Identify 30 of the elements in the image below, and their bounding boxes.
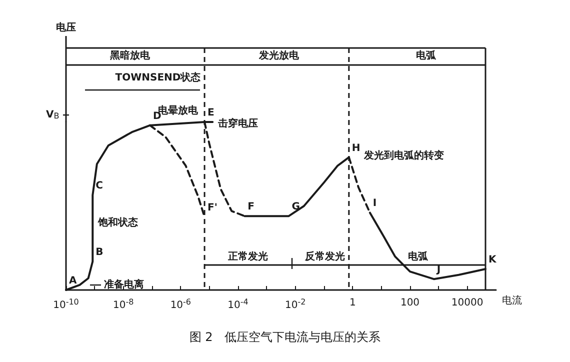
- annotation: E: [208, 108, 215, 118]
- x-axis-title: 电流: [502, 294, 522, 306]
- x-tick-label: 1: [349, 298, 356, 308]
- text: 电压: [56, 22, 76, 34]
- annotation: 反常发光: [304, 250, 345, 262]
- annotation: 击穿电压: [217, 118, 258, 130]
- annotation: B: [96, 246, 104, 258]
- annotation: D: [152, 110, 162, 122]
- annotation: G: [292, 202, 300, 213]
- annotation: H: [352, 142, 360, 154]
- x-tick-label: 100: [400, 298, 420, 308]
- annotation: I: [372, 198, 377, 210]
- annotation: 电弧: [408, 250, 429, 262]
- annotation: 准备电离: [104, 278, 144, 290]
- annotation: 正常发光: [227, 250, 268, 262]
- annotation: F: [248, 202, 254, 213]
- annotation: 饱和状态: [96, 216, 139, 228]
- text: 黑暗放电: [109, 50, 151, 62]
- text: 图 2 低压空气下电流与电压的关系: [189, 330, 381, 344]
- annotation: K: [488, 254, 498, 266]
- annotation: C: [96, 180, 103, 192]
- annotation: 发光到电弧的转变: [363, 150, 444, 162]
- text: VB: [46, 110, 60, 120]
- text: 发光放电: [258, 50, 300, 62]
- text: 电弧: [416, 50, 437, 62]
- annotation: F': [208, 202, 218, 214]
- annotation: A: [69, 276, 77, 286]
- x-tick-label: 10000: [451, 298, 484, 308]
- annotation: J: [436, 264, 441, 276]
- text: TOWNSEND状态: [115, 72, 202, 84]
